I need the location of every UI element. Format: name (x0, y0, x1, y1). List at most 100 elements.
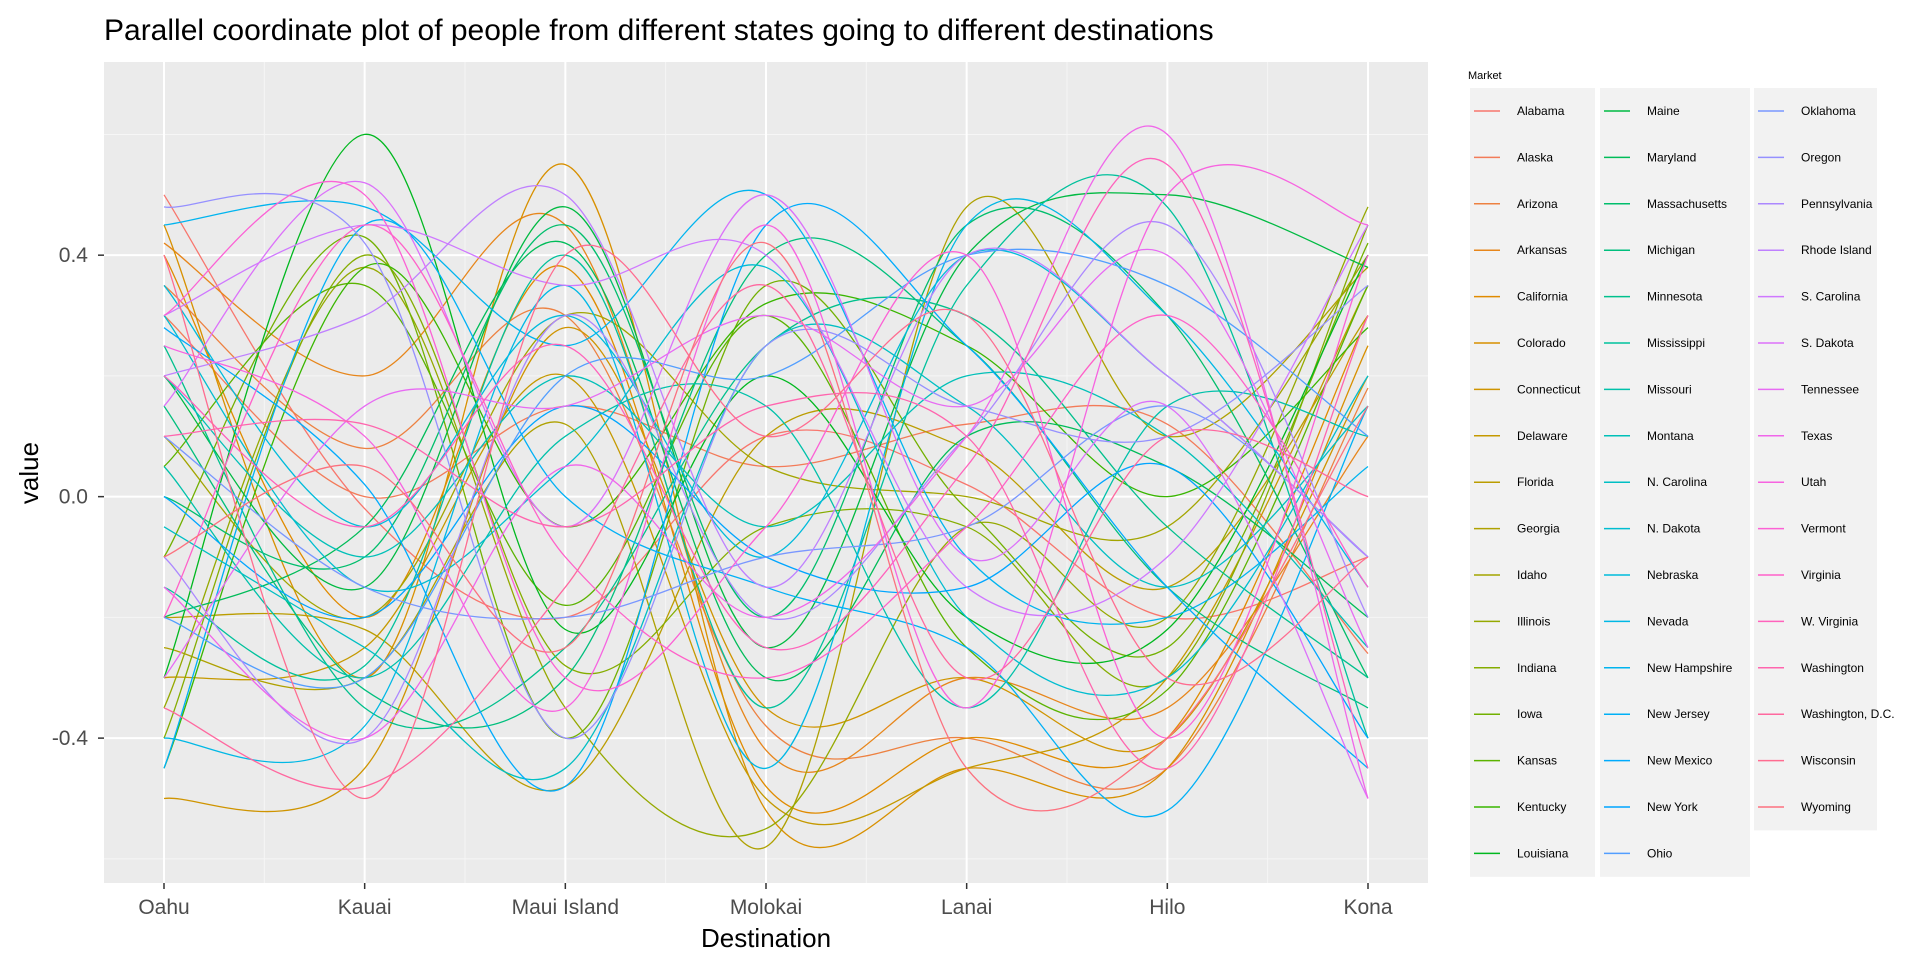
series-line-oklahoma (163, 405, 1369, 620)
legend-label-ohio: Ohio (1647, 846, 1673, 860)
x-tick-label: Molokai (730, 896, 802, 919)
series-line-ohio (163, 248, 1369, 689)
series-line-arizona (163, 284, 1369, 790)
series-line-iowa (163, 234, 1369, 739)
legend-label-maryland: Maryland (1647, 150, 1696, 164)
legend-label-new-hampshire: New Hampshire (1647, 661, 1733, 675)
y-axis-ticks: -0.4 0.0 0.4 (52, 244, 104, 750)
gridlines (104, 62, 1428, 883)
legend-label-louisiana: Louisiana (1517, 846, 1569, 860)
x-tick-label: Maui Island (512, 896, 619, 919)
legend-label-illinois: Illinois (1517, 614, 1550, 628)
series-line-illinois (163, 206, 1369, 838)
y-tick-label: 0.4 (59, 244, 89, 267)
chart-title: Parallel coordinate plot of people from … (104, 14, 1214, 47)
series-line-maryland (163, 240, 1369, 682)
legend: Alabama Alaska Arizona Arkansas California Co… (1470, 88, 1895, 877)
series-line-georgia (163, 195, 1369, 850)
legend-label-nebraska: Nebraska (1647, 568, 1699, 582)
series-line-tennessee (163, 248, 1369, 679)
legend-label-kentucky: Kentucky (1517, 800, 1566, 814)
legend-label-minnesota: Minnesota (1647, 290, 1703, 304)
x-axis-ticks: Oahu Kauai Maui Island Molokai Lanai Hilo Kona (138, 883, 1393, 919)
legend-label-california: California (1517, 290, 1568, 304)
legend-label-washington: Washington (1801, 661, 1864, 675)
legend-label-washington-d-c: Washington, D.C. (1801, 707, 1895, 721)
legend-label-rhode-island: Rhode Island (1801, 243, 1872, 257)
legend-label-s-dakota: S. Dakota (1801, 336, 1854, 350)
legend-label-new-mexico: New Mexico (1647, 754, 1713, 768)
legend-label-kansas: Kansas (1517, 754, 1557, 768)
series-line-new-jersey (163, 219, 1369, 818)
series-line-nevada (163, 198, 1369, 769)
series-line-wyoming (163, 242, 1369, 812)
legend-label-mississippi: Mississippi (1647, 336, 1705, 350)
series-line-louisiana (163, 133, 1369, 679)
legend-label-alabama: Alabama (1517, 104, 1565, 118)
series-line-texas (163, 125, 1369, 799)
legend-label-colorado: Colorado (1517, 336, 1566, 350)
x-tick-label: Oahu (138, 896, 189, 919)
y-axis-label: value (14, 442, 44, 504)
legend-label-connecticut: Connecticut (1517, 382, 1581, 396)
legend-label-montana: Montana (1647, 429, 1694, 443)
legend-label-iowa: Iowa (1517, 707, 1543, 721)
series-line-wisconsin (163, 244, 1369, 800)
legend-label-vermont: Vermont (1801, 522, 1846, 536)
legend-label-texas: Texas (1801, 429, 1832, 443)
series-line-michigan (163, 237, 1369, 729)
legend-label-s-carolina: S. Carolina (1801, 290, 1861, 304)
legend-label-oklahoma: Oklahoma (1801, 104, 1856, 118)
series-line-washington-d-c (163, 284, 1369, 790)
y-tick-label: -0.4 (52, 727, 89, 750)
legend-label-tennessee: Tennessee (1801, 382, 1859, 396)
series-line-w-virginia (163, 157, 1369, 769)
series-line-vermont (163, 180, 1369, 739)
legend-label-w-virginia: W. Virginia (1801, 614, 1858, 628)
x-tick-label: Hilo (1149, 896, 1185, 919)
series-line-delaware (163, 285, 1369, 826)
x-tick-label: Lanai (941, 896, 992, 919)
legend-label-wyoming: Wyoming (1801, 800, 1851, 814)
legend-label-florida: Florida (1517, 475, 1554, 489)
series-line-oregon (163, 193, 1369, 739)
legend-label-oregon: Oregon (1801, 150, 1841, 164)
series-line-new-mexico (163, 202, 1369, 792)
series-line-rhode-island (163, 185, 1369, 588)
legend-label-maine: Maine (1647, 104, 1680, 118)
y-tick-label: 0.0 (59, 486, 88, 509)
legend-label-michigan: Michigan (1647, 243, 1695, 257)
legend-label-massachusetts: Massachusetts (1647, 197, 1727, 211)
legend-label-arizona: Arizona (1517, 197, 1558, 211)
legend-label-utah: Utah (1801, 475, 1826, 489)
legend-label-indiana: Indiana (1517, 661, 1557, 675)
legend-title: Market (1468, 70, 1502, 82)
series-line-mississippi (163, 174, 1369, 739)
legend-label-delaware: Delaware (1517, 429, 1568, 443)
x-tick-label: Kauai (338, 896, 392, 919)
series-line-minnesota (163, 296, 1369, 730)
series-line-pennsylvania (163, 221, 1369, 745)
legend-label-new-york: New York (1647, 800, 1699, 814)
series-line-indiana (163, 224, 1369, 739)
legend-label-new-jersey: New Jersey (1647, 707, 1710, 721)
legend-label-wisconsin: Wisconsin (1801, 754, 1856, 768)
series-line-alabama (163, 194, 1369, 620)
x-tick-label: Kona (1343, 896, 1392, 919)
legend-label-missouri: Missouri (1647, 382, 1692, 396)
legend-column-bg (1754, 88, 1877, 831)
series-line-arkansas (163, 213, 1369, 774)
legend-label-idaho: Idaho (1517, 568, 1547, 582)
series-lines (163, 125, 1369, 850)
series-line-virginia (163, 224, 1369, 679)
series-line-s-dakota (163, 180, 1369, 799)
legend-label-arkansas: Arkansas (1517, 243, 1567, 257)
legend-label-virginia: Virginia (1801, 568, 1841, 582)
legend-label-nevada: Nevada (1647, 614, 1689, 628)
series-line-new-hampshire (163, 189, 1369, 625)
legend-label-pennsylvania: Pennsylvania (1801, 197, 1873, 211)
legend-label-alaska: Alaska (1517, 150, 1553, 164)
legend-label-n-carolina: N. Carolina (1647, 475, 1707, 489)
legend-label-georgia: Georgia (1517, 522, 1560, 536)
